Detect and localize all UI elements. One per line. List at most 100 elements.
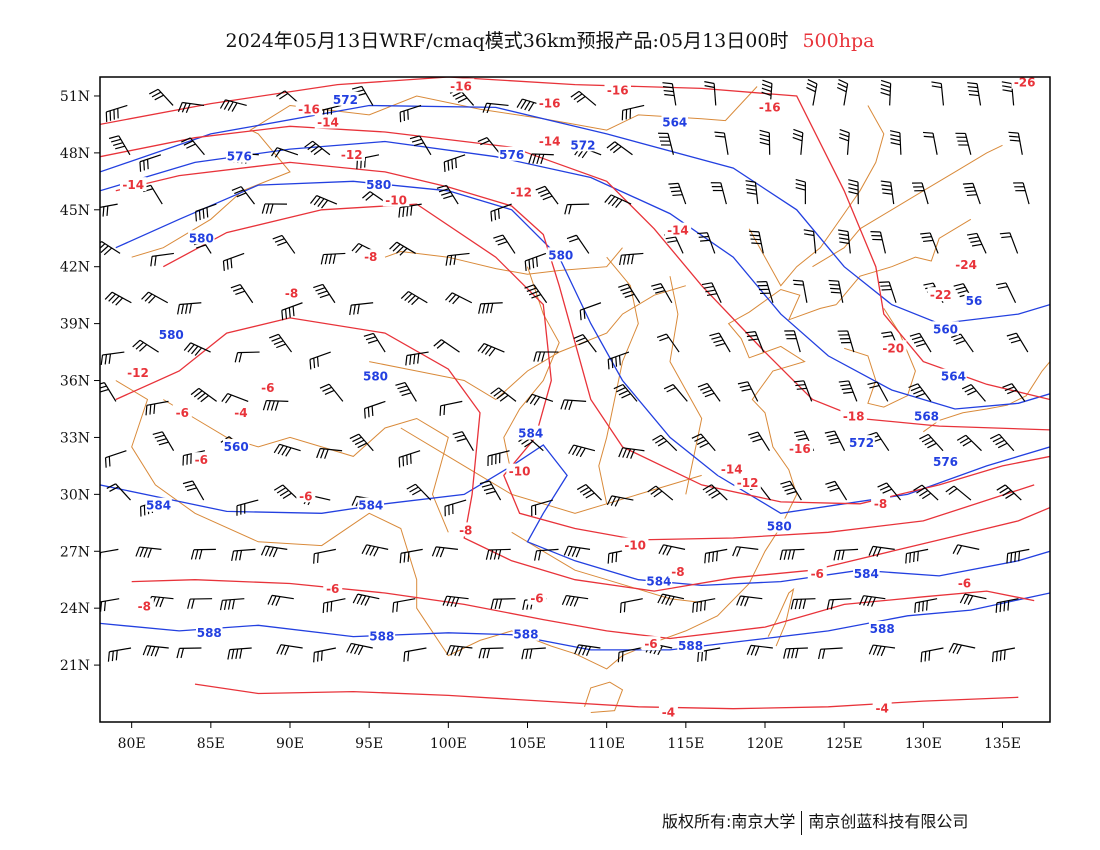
- wind-barb: [806, 78, 818, 106]
- wind-barb: [493, 234, 516, 254]
- wind-barb: [482, 102, 509, 114]
- temperature-contour-label: -8: [138, 599, 151, 613]
- wind-barb: [313, 283, 336, 304]
- lon-tick-label: 95E: [355, 736, 383, 752]
- wind-barb: [262, 399, 289, 411]
- contour-label-bg: [231, 404, 251, 419]
- contour-label-bg: [512, 626, 540, 641]
- wind-barb: [701, 282, 722, 304]
- wind-barb: [618, 447, 645, 459]
- temperature-contour-label: -6: [176, 406, 189, 420]
- wind-barb: [759, 129, 771, 155]
- map-title: 2024年05月13日WRF/cmaq模式36km预报产品:05月13日00时 5…: [0, 26, 1100, 53]
- temperature-contour-label: -16: [789, 442, 811, 456]
- lon-tick-label: 130E: [905, 736, 942, 752]
- wind-barb: [222, 252, 245, 271]
- temperature-contour-label: -8: [285, 286, 298, 300]
- wind-barb: [704, 548, 728, 564]
- boundary-line: [384, 247, 623, 275]
- height-contour-label: 576: [933, 455, 958, 469]
- wind-barb: [780, 480, 802, 501]
- wind-barb: [867, 381, 889, 402]
- temperature-contour-label: -6: [326, 582, 339, 596]
- wind-barb: [395, 381, 417, 402]
- temperature-contour-label: -8: [874, 497, 887, 511]
- wind-barb: [363, 400, 386, 419]
- wind-barb: [991, 647, 1016, 663]
- temperature-contour-label: -8: [459, 523, 472, 537]
- height-contour-label: 580: [767, 520, 792, 534]
- boundary-line: [511, 531, 702, 603]
- wind-barb: [955, 132, 972, 155]
- wind-barb: [647, 485, 674, 501]
- contour-label-bg: [766, 518, 793, 533]
- contour-label-bg: [848, 435, 875, 450]
- temperature-contour--4: [194, 683, 1019, 710]
- wind-barb: [579, 302, 602, 321]
- wind-barb: [880, 180, 895, 205]
- wind-barb: [656, 333, 680, 353]
- wind-barb: [570, 90, 597, 106]
- wind-barb: [100, 241, 121, 256]
- height-contour-label: 588: [513, 628, 538, 642]
- contour-label-bg: [807, 566, 827, 581]
- wind-barb: [564, 203, 590, 215]
- wind-barb: [838, 128, 850, 155]
- lon-tick-label: 110E: [588, 736, 625, 752]
- lon-tick-label: 135E: [984, 736, 1021, 752]
- contour-label-bg: [447, 78, 475, 93]
- contour-label-bg: [498, 146, 525, 161]
- temperature-contour-label: -4: [875, 702, 888, 716]
- temperature-contour-label: -4: [234, 406, 247, 420]
- wind-barb: [838, 229, 851, 254]
- wind-barb: [908, 383, 932, 402]
- contour-label-bg: [158, 327, 185, 341]
- contour-label-bg: [295, 101, 323, 116]
- temperature-contour-label: -16: [759, 100, 781, 114]
- wind-barb: [485, 548, 511, 560]
- wind-barb: [619, 252, 644, 266]
- wind-barb: [352, 593, 380, 606]
- height-contour-label: 580: [363, 370, 388, 384]
- boundary-line: [748, 105, 885, 287]
- boundary-line: [844, 308, 916, 408]
- wind-barb: [444, 499, 467, 517]
- height-contour-label: 588: [369, 630, 394, 644]
- wind-barb: [877, 482, 902, 501]
- wind-barb: [261, 203, 287, 214]
- lon-tick-label: 100E: [430, 736, 467, 752]
- wind-barb: [945, 485, 972, 501]
- wind-barb: [803, 229, 817, 254]
- wind-barb: [662, 82, 677, 106]
- boundary-line: [767, 587, 795, 647]
- contour-label-bg: [196, 624, 223, 639]
- wind-barb: [560, 399, 587, 411]
- temperature-contour-label: -20: [882, 341, 904, 355]
- wind-barb: [231, 186, 255, 205]
- contour-label-bg: [927, 287, 954, 302]
- wind-barb: [304, 140, 331, 156]
- height-contour-label: 580: [189, 231, 214, 245]
- wind-barb: [889, 130, 902, 155]
- wind-barb: [533, 351, 559, 362]
- wind-barb: [445, 292, 473, 305]
- contour-label-bg: [645, 573, 673, 588]
- contour-label-bg: [621, 537, 649, 552]
- contour-label-bg: [604, 82, 631, 97]
- lon-tick-label: 115E: [667, 736, 704, 752]
- temperature-contour-label: -6: [261, 381, 274, 395]
- wind-barb: [709, 332, 731, 353]
- contour-label-bg: [296, 488, 316, 503]
- temperature-contour-label: -12: [737, 476, 759, 490]
- wind-barb: [574, 644, 601, 657]
- wind-barb: [732, 546, 759, 557]
- contour-label-bg: [361, 249, 381, 264]
- contour-label-bg: [456, 522, 476, 537]
- wind-barb: [152, 431, 175, 452]
- contour-labels: 572 576 576 572 564 580 580 580 580 580 584 584 584 5…: [120, 74, 1038, 720]
- height-contour-label: 588: [870, 622, 895, 636]
- wind-barb: [535, 185, 559, 205]
- wind-barb: [783, 647, 808, 659]
- contour-label-bg: [952, 256, 980, 271]
- wind-barb: [392, 598, 416, 613]
